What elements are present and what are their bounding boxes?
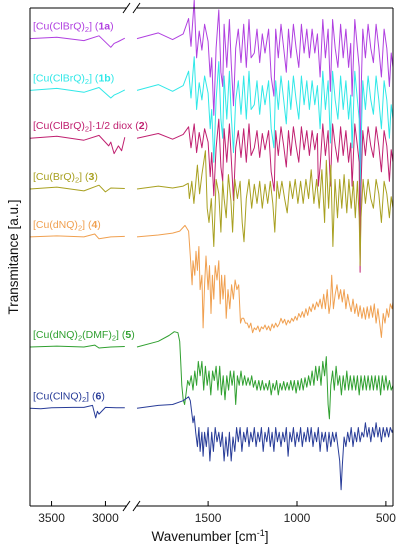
series-line-5-high bbox=[29, 233, 125, 240]
x-tick-label-1500: 1500 bbox=[195, 511, 222, 525]
series-label-6: [Cu(dNQ)2(DMF)2] (5) bbox=[33, 329, 135, 343]
plot-frame bbox=[29, 7, 394, 507]
x-axis-title-sup: -1 bbox=[257, 528, 265, 538]
series-line-3-high bbox=[29, 134, 126, 155]
series-line-6-low bbox=[136, 331, 394, 420]
series-line-7-high bbox=[29, 404, 125, 419]
series-line-4-high bbox=[29, 184, 125, 193]
axis-break-marks bbox=[122, 2, 141, 512]
series-label-7: [Cu(ClNQ)2] (6) bbox=[33, 390, 105, 404]
x-axis-title: Wavenumber [cm-1] bbox=[151, 528, 268, 544]
series-labels: [Cu(ClBrQ)2] (1a) [Cu(ClBrQ)2] (1b) [Cu(Cl… bbox=[33, 21, 148, 404]
x-axis-ticks: 3500 3000 1500 1000 500 bbox=[38, 501, 396, 525]
series-label-4: [Cu(BrQ)2] (3) bbox=[33, 171, 98, 185]
x-tick-label-500: 500 bbox=[376, 511, 396, 525]
series-label-1: [Cu(ClBrQ)2] (1a) bbox=[33, 21, 114, 34]
series-line-4-low bbox=[136, 150, 394, 267]
series-line-3-low bbox=[136, 118, 394, 273]
series-label-5: [Cu(dNQ)2] (4) bbox=[33, 219, 101, 233]
x-axis-title-base: Wavenumber [cm bbox=[151, 529, 256, 544]
series-line-1-high bbox=[29, 35, 126, 48]
series-line-1-low bbox=[136, 0, 394, 188]
series-line-5-low bbox=[136, 224, 394, 338]
x-axis-title-end: ] bbox=[265, 529, 269, 544]
y-axis-title: Transmitance [a.u.] bbox=[6, 199, 21, 314]
series-line-2-high bbox=[29, 87, 126, 99]
series-label-2: [Cu(ClBrQ)2] (1b) bbox=[33, 72, 114, 86]
series-line-7-low bbox=[136, 396, 394, 491]
x-tick-label-1000: 1000 bbox=[284, 511, 311, 525]
x-tick-label-3000: 3000 bbox=[92, 511, 119, 525]
x-tick-label-3500: 3500 bbox=[38, 511, 65, 525]
series-layer bbox=[29, 0, 394, 491]
series-line-6-high bbox=[29, 344, 125, 349]
series-label-3: [Cu(ClBrQ)2]·1/2 diox (2) bbox=[33, 120, 148, 134]
